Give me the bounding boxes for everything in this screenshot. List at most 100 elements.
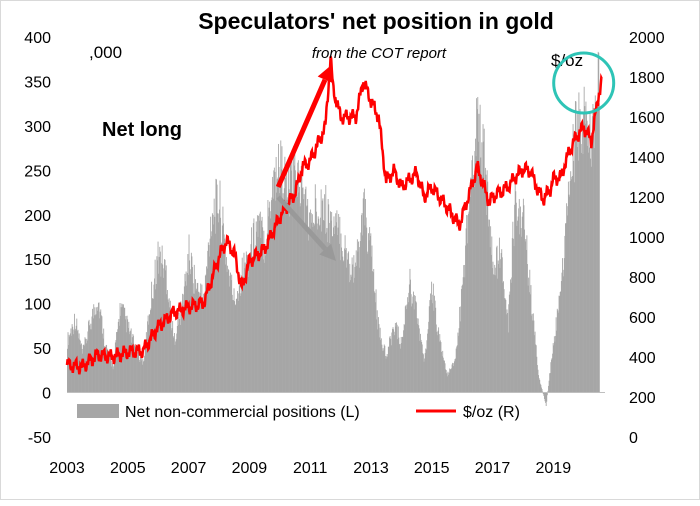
net-position-bar <box>332 236 334 393</box>
net-position-bar <box>490 254 492 393</box>
net-position-bar <box>107 349 109 393</box>
net-position-bar <box>261 216 263 393</box>
net-position-bar <box>183 294 185 393</box>
net-position-bar <box>442 350 444 393</box>
net-position-bar <box>113 354 115 393</box>
net-position-bar <box>160 276 162 393</box>
net-position-bar <box>228 270 230 393</box>
net-position-bar <box>578 92 580 393</box>
chart-subtitle: from the COT report <box>312 45 447 62</box>
net-position-bar <box>459 306 461 393</box>
net-position-bar <box>375 302 376 393</box>
net-position-bar <box>300 166 302 393</box>
net-position-bar <box>460 289 462 393</box>
net-position-bar <box>411 306 413 393</box>
net-position-bar <box>334 234 336 393</box>
legend: Net non-commercial positions (L) $/oz (R… <box>77 404 520 421</box>
net-position-bar <box>316 211 317 393</box>
net-position-bar <box>272 198 274 393</box>
net-position-bar <box>349 263 351 393</box>
net-position-bar <box>524 229 525 393</box>
net-position-bar <box>498 264 500 393</box>
net-position-bar <box>248 261 250 393</box>
net-position-bar <box>269 218 271 393</box>
net-position-bar <box>339 260 341 393</box>
net-position-bar <box>328 204 330 393</box>
net-position-bar <box>491 268 493 393</box>
net-position-bar <box>565 223 567 393</box>
net-position-bar <box>505 314 507 393</box>
net-position-bar <box>366 227 368 393</box>
net-position-bar <box>381 344 383 393</box>
net-position-bar <box>545 392 547 406</box>
net-position-bar <box>428 306 430 393</box>
net-position-bar <box>321 231 323 393</box>
net-position-bar <box>468 211 470 393</box>
net-position-bar <box>307 199 309 393</box>
net-position-bar <box>424 358 426 393</box>
net-position-bar <box>356 239 358 393</box>
net-position-bar <box>408 292 410 393</box>
net-position-bar <box>168 302 169 393</box>
net-position-bar <box>463 265 465 393</box>
net-position-bar <box>337 235 338 393</box>
net-position-bar <box>202 297 203 393</box>
net-position-bar <box>535 345 537 393</box>
net-position-bar <box>346 259 348 393</box>
net-position-bar <box>417 318 419 393</box>
net-position-bar <box>282 200 283 393</box>
net-position-bar <box>176 326 178 393</box>
net-position-bar <box>598 52 600 393</box>
net-position-bar <box>140 354 141 393</box>
net-position-bar <box>474 151 476 393</box>
net-position-bar <box>440 342 442 393</box>
net-position-bar <box>589 112 591 393</box>
net-position-bar <box>396 322 397 393</box>
net-position-bar <box>106 348 108 393</box>
net-position-bar <box>509 291 511 393</box>
net-position-bar <box>444 363 446 393</box>
net-position-bar <box>245 251 247 393</box>
net-position-bar <box>104 351 106 393</box>
net-position-bar <box>518 199 520 393</box>
net-position-bar <box>202 303 204 393</box>
net-position-bar <box>419 340 421 393</box>
arrow-head <box>319 243 336 261</box>
net-position-bar <box>283 188 285 393</box>
net-position-bar <box>531 315 532 393</box>
net-position-bar <box>145 341 147 393</box>
net-position-bar <box>502 282 504 393</box>
right-tick-label: 1800 <box>629 70 665 87</box>
net-position-bar <box>234 304 236 393</box>
net-position-bar <box>68 345 70 393</box>
net-position-bar <box>78 333 80 393</box>
net-position-bar <box>515 202 517 393</box>
net-position-bar <box>555 335 556 393</box>
net-position-bar <box>135 349 137 393</box>
net-position-bar <box>436 331 438 393</box>
net-position-bar <box>555 317 557 393</box>
left-tick-label: 200 <box>24 208 51 225</box>
net-position-bar <box>442 357 444 393</box>
net-position-bar <box>418 328 420 393</box>
net-position-bar <box>493 274 494 393</box>
net-position-bar <box>134 345 136 393</box>
net-position-bar <box>534 335 535 393</box>
net-position-bar <box>429 300 431 393</box>
net-position-bar <box>319 224 321 393</box>
net-position-bar <box>224 253 226 393</box>
net-position-bar <box>220 242 222 393</box>
net-position-bar <box>334 225 336 393</box>
net-position-bar <box>575 101 577 393</box>
net-position-bar <box>467 213 469 393</box>
net-position-bar <box>277 177 279 393</box>
net-position-bar <box>532 313 534 393</box>
net-position-bar <box>444 360 445 393</box>
net-position-bar <box>401 336 403 393</box>
net-position-bar <box>501 257 503 393</box>
net-position-bar <box>285 199 287 393</box>
net-position-bar <box>275 200 276 393</box>
net-position-bar <box>307 231 309 393</box>
net-position-bar <box>562 269 564 393</box>
net-position-bar <box>434 295 435 393</box>
